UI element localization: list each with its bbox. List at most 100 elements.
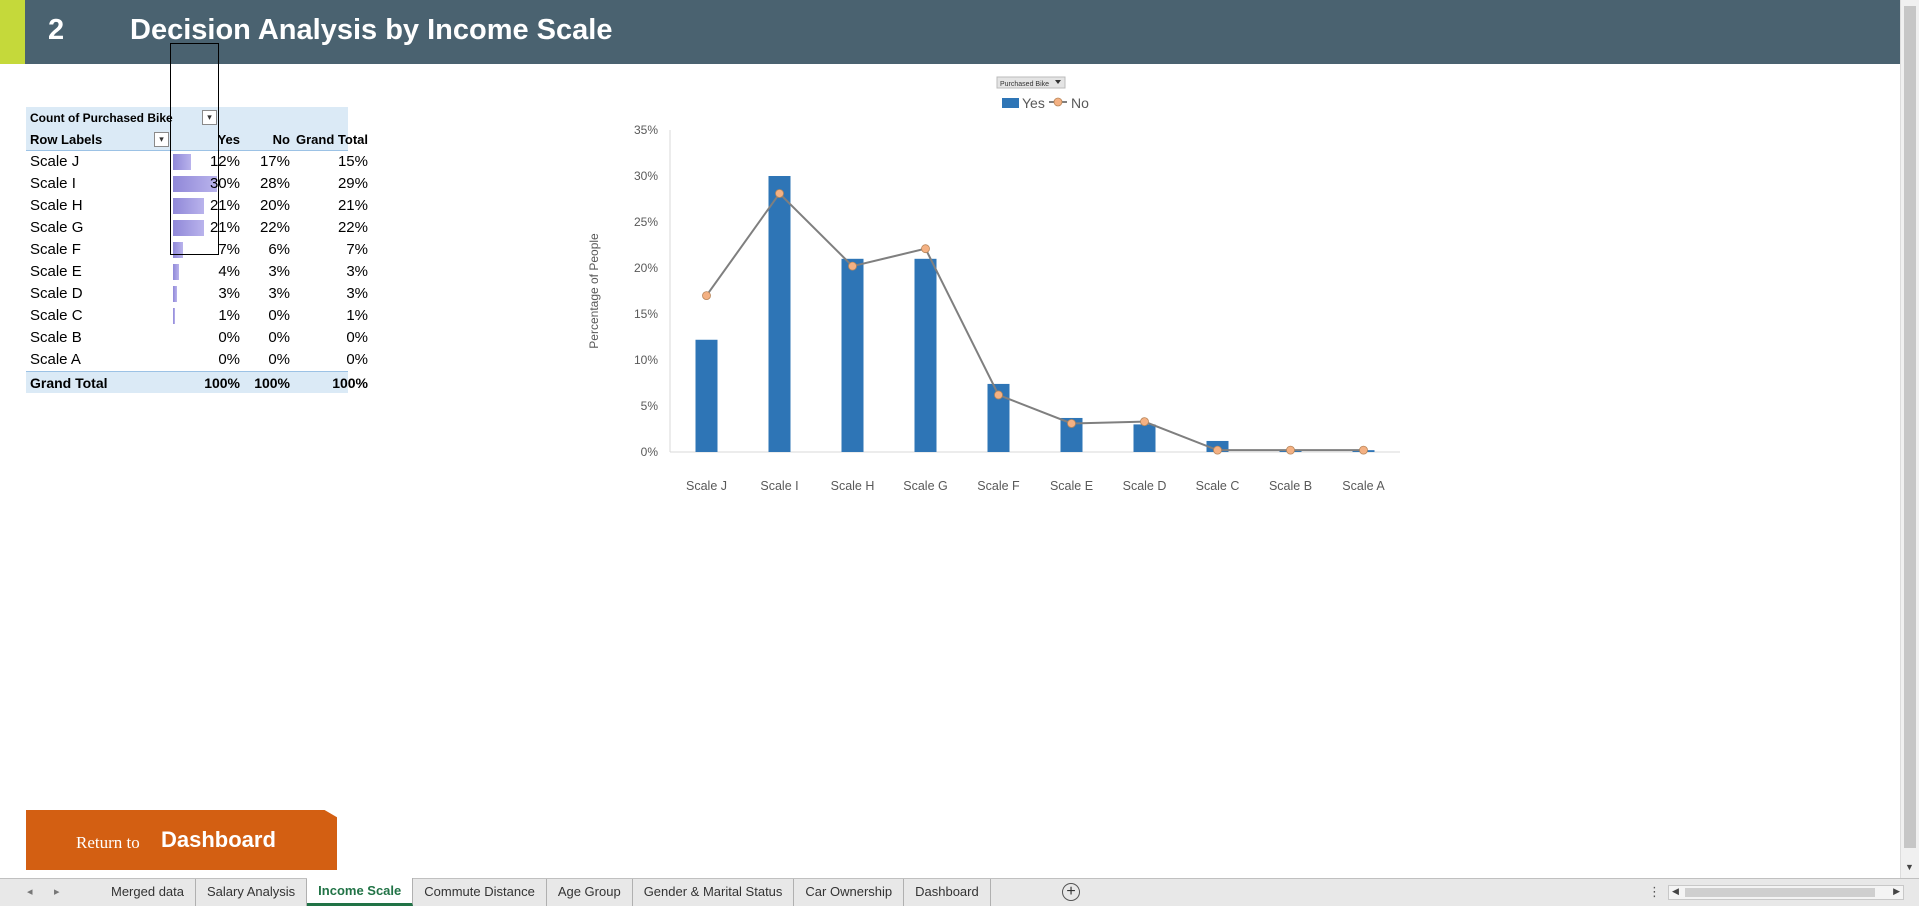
column-filter-dropdown-icon[interactable]: ▾ [202, 110, 217, 125]
total-value[interactable]: 21% [337, 197, 368, 214]
y-tick-label: 35% [634, 123, 658, 137]
point-no [1067, 419, 1076, 428]
series-line-no [705, 191, 1364, 452]
row-label[interactable]: Scale G [30, 219, 84, 236]
total-value[interactable]: 29% [337, 175, 368, 192]
yes-value[interactable]: 12% [209, 153, 240, 170]
yes-value[interactable]: 0% [218, 329, 240, 346]
tab-options-icon[interactable]: ⋮ [1648, 884, 1661, 899]
no-value[interactable]: 0% [268, 351, 290, 368]
x-tick-label: Scale D [1123, 479, 1167, 493]
table-row: Scale F 7% 6% 7% [26, 239, 368, 261]
vertical-scrollbar[interactable]: ▼ [1900, 0, 1919, 878]
no-value[interactable]: 3% [268, 263, 290, 280]
horizontal-scroll-thumb[interactable] [1685, 888, 1875, 897]
yes-header[interactable]: Yes [217, 132, 240, 147]
scroll-tabs-right-icon[interactable]: ▸ [54, 886, 60, 898]
sheet-tab[interactable]: Income Scale [307, 878, 414, 906]
row-filter-dropdown-icon[interactable]: ▾ [154, 132, 169, 147]
bar-yes [841, 258, 864, 452]
table-row: Scale I 30% 28% 29% [26, 173, 368, 195]
yes-value[interactable]: 21% [209, 219, 240, 236]
x-tick-label: Scale G [903, 479, 947, 493]
data-bar [173, 154, 191, 170]
data-bar [173, 198, 204, 214]
horizontal-scrollbar[interactable]: ◀ ▶ [1668, 885, 1904, 900]
total-value[interactable]: 15% [337, 153, 368, 170]
sheet-tab[interactable]: Merged data [100, 879, 196, 906]
row-label[interactable]: Scale E [30, 263, 82, 280]
total-value[interactable]: 3% [346, 285, 368, 302]
no-value[interactable]: 0% [268, 329, 290, 346]
yes-value[interactable]: 21% [209, 197, 240, 214]
table-row: Scale A 0% 0% 0% [26, 349, 368, 371]
point-no [994, 390, 1003, 400]
pivot-chart[interactable]: Purchased Bike Yes No 0% 5% 10% 15% 20% 25% 30% 35… [580, 76, 1420, 506]
grand-total-yes[interactable]: 100% [204, 375, 240, 391]
vertical-scroll-thumb[interactable] [1904, 6, 1916, 848]
y-tick-label: 5% [641, 399, 659, 413]
y-tick-label: 10% [634, 353, 658, 367]
no-value[interactable]: 22% [259, 219, 290, 236]
row-label[interactable]: Scale I [30, 175, 76, 192]
table-row: Scale J 12% 17% 15% [26, 151, 368, 173]
grand-total-label[interactable]: Grand Total [30, 375, 108, 391]
scroll-left-arrow-icon[interactable]: ◀ [1672, 886, 1679, 896]
row-label[interactable]: Scale F [30, 241, 81, 258]
return-to-dashboard-button[interactable]: Return to Dashboard [26, 810, 337, 870]
yes-value[interactable]: 4% [218, 263, 240, 280]
point-no [921, 244, 930, 254]
grand-total-header[interactable]: Grand Total [296, 132, 368, 147]
point-no [1140, 417, 1149, 427]
total-value[interactable]: 22% [337, 219, 368, 236]
no-value[interactable]: 0% [268, 307, 290, 324]
row-label[interactable]: Scale B [30, 329, 82, 346]
point-no [848, 261, 857, 271]
yes-value[interactable]: 30% [209, 175, 240, 192]
sheet-tab[interactable]: Dashboard [904, 879, 991, 906]
total-value[interactable]: 3% [346, 263, 368, 280]
pivot-title-row: Count of Purchased Bike ▾ [26, 107, 348, 129]
sheet-tab[interactable]: Car Ownership [794, 879, 905, 906]
no-value[interactable]: 6% [268, 241, 290, 258]
bar-yes [987, 383, 1010, 452]
no-value[interactable]: 17% [259, 153, 290, 170]
total-value[interactable]: 1% [346, 307, 368, 324]
yes-value[interactable]: 0% [218, 351, 240, 368]
row-label[interactable]: Scale J [30, 153, 80, 170]
add-sheet-icon[interactable]: + [1062, 883, 1080, 901]
row-label[interactable]: Scale D [30, 285, 83, 302]
scroll-down-arrow-icon[interactable]: ▼ [1905, 862, 1914, 872]
total-value[interactable]: 0% [346, 351, 368, 368]
scroll-tabs-left-icon[interactable]: ◂ [27, 886, 33, 898]
total-value[interactable]: 7% [346, 241, 368, 258]
legend-label-yes: Yes [1022, 95, 1045, 111]
pivot-table[interactable]: Count of Purchased Bike ▾ Row Labels ▾ Y… [26, 107, 368, 393]
row-labels-header[interactable]: Row Labels [30, 132, 103, 147]
no-header[interactable]: No [272, 132, 290, 147]
grand-total-total[interactable]: 100% [332, 375, 368, 391]
row-label[interactable]: Scale C [30, 307, 83, 324]
scroll-right-arrow-icon[interactable]: ▶ [1893, 886, 1900, 896]
yes-value[interactable]: 3% [218, 285, 240, 302]
yes-value[interactable]: 1% [218, 307, 240, 324]
return-label: Dashboard [161, 827, 276, 852]
bar-yes [768, 176, 791, 452]
point-no [1213, 445, 1222, 455]
no-value[interactable]: 20% [259, 197, 290, 214]
sheet-tab-bar: ◂ ▸ Merged data Salary Analysis Income Sca… [0, 878, 1919, 906]
row-label[interactable]: Scale H [30, 197, 83, 214]
no-value[interactable]: 3% [268, 285, 290, 302]
sheet-tab[interactable]: Age Group [547, 879, 633, 906]
pivot-value-field[interactable]: Count of Purchased Bike [30, 111, 173, 125]
row-label[interactable]: Scale A [30, 351, 81, 368]
no-value[interactable]: 28% [259, 175, 290, 192]
sheet-tab[interactable]: Salary Analysis [196, 879, 308, 906]
chart-filter-label: Purchased Bike [1000, 81, 1049, 88]
total-value[interactable]: 0% [346, 329, 368, 346]
yes-value[interactable]: 7% [218, 241, 240, 258]
grand-total-no[interactable]: 100% [254, 375, 290, 391]
sheet-tab[interactable]: Commute Distance [413, 879, 547, 906]
chart-filter-button [996, 76, 1066, 89]
sheet-tab[interactable]: Gender & Marital Status [633, 879, 795, 906]
